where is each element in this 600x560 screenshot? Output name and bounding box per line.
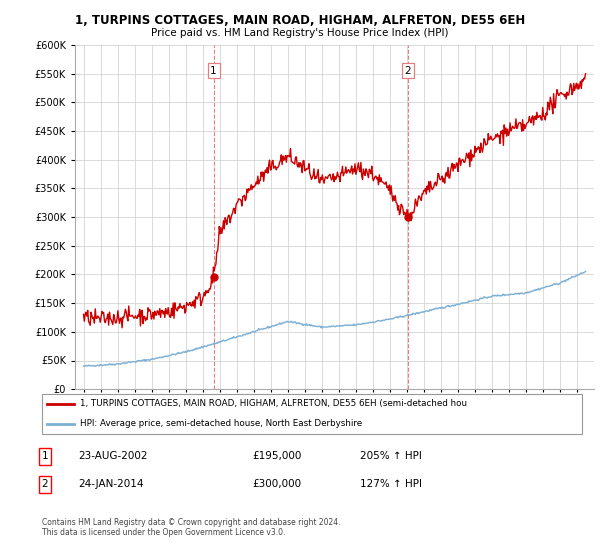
Text: 1: 1 [41,451,49,461]
Text: 24-JAN-2014: 24-JAN-2014 [78,479,143,489]
Text: 2: 2 [41,479,49,489]
Text: Price paid vs. HM Land Registry's House Price Index (HPI): Price paid vs. HM Land Registry's House … [151,28,449,38]
Text: HPI: Average price, semi-detached house, North East Derbyshire: HPI: Average price, semi-detached house,… [80,419,362,428]
Text: 23-AUG-2002: 23-AUG-2002 [78,451,148,461]
Text: 127% ↑ HPI: 127% ↑ HPI [360,479,422,489]
Text: £195,000: £195,000 [252,451,301,461]
Text: 1, TURPINS COTTAGES, MAIN ROAD, HIGHAM, ALFRETON, DE55 6EH: 1, TURPINS COTTAGES, MAIN ROAD, HIGHAM, … [75,14,525,27]
Text: 1: 1 [211,66,217,76]
Text: 1, TURPINS COTTAGES, MAIN ROAD, HIGHAM, ALFRETON, DE55 6EH (semi-detached hou: 1, TURPINS COTTAGES, MAIN ROAD, HIGHAM, … [80,399,467,408]
Text: 2: 2 [404,66,412,76]
Text: Contains HM Land Registry data © Crown copyright and database right 2024.
This d: Contains HM Land Registry data © Crown c… [42,518,341,538]
Text: 205% ↑ HPI: 205% ↑ HPI [360,451,422,461]
Text: £300,000: £300,000 [252,479,301,489]
